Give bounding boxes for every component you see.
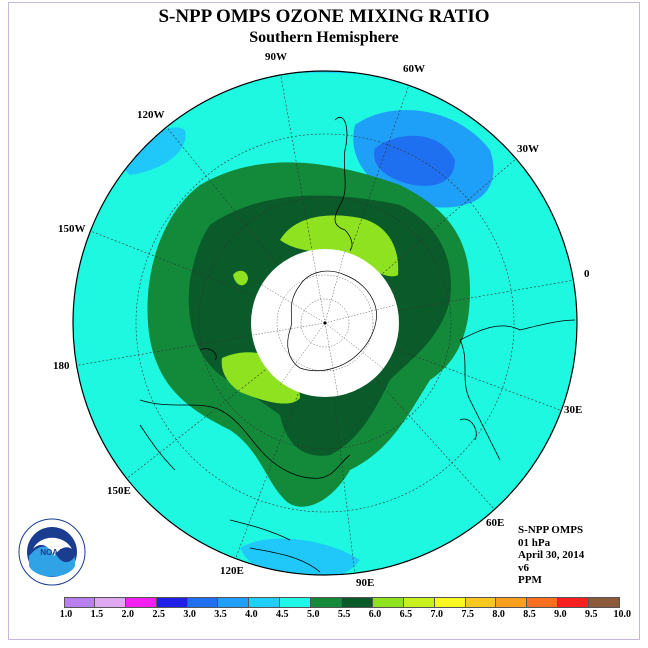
lon-label-150w: 150W bbox=[58, 223, 86, 235]
colorbar-tick-label: 5.0 bbox=[306, 609, 320, 620]
info-units: PPM bbox=[518, 574, 542, 586]
colorbar-tick-label: 8.0 bbox=[492, 609, 505, 620]
map-title: S-NPP OMPS OZONE MIXING RATIO bbox=[158, 6, 490, 27]
colorbar-swatch bbox=[280, 597, 312, 608]
ozone-band-3-0 bbox=[374, 135, 455, 186]
figure-frame bbox=[8, 2, 640, 640]
ozone-band-4-0-west bbox=[125, 127, 186, 175]
colorbar-tick-label: 9.0 bbox=[554, 609, 567, 620]
colorbar-tick-label: 10.0 bbox=[613, 609, 631, 620]
colorbar-swatch bbox=[372, 597, 404, 608]
colorbar-tick-label: 4.5 bbox=[276, 609, 289, 620]
colorbar-tick-label: 7.0 bbox=[430, 609, 444, 620]
colorbar-swatch bbox=[156, 597, 188, 608]
map-boundary bbox=[72, 70, 578, 576]
colorbar-tick-label: 3.0 bbox=[183, 609, 196, 620]
colorbar-swatch bbox=[218, 597, 250, 608]
colorbar-tick-label: 1.5 bbox=[90, 609, 104, 620]
lon-label-150e: 150E bbox=[107, 485, 131, 497]
info-version: v6 bbox=[518, 561, 529, 574]
colorbar-tick-label: 5.5 bbox=[337, 609, 351, 620]
colorbar-swatch bbox=[434, 597, 466, 608]
ozone-band-6-0-spot bbox=[233, 270, 248, 286]
colorbar-swatch bbox=[94, 597, 126, 608]
colorbar-swatch bbox=[527, 597, 559, 608]
colorbar-swatch bbox=[558, 597, 590, 608]
colorbar-tick-label: 2.0 bbox=[121, 609, 135, 620]
lon-label-60e: 60E bbox=[486, 517, 505, 529]
colorbar-swatch bbox=[342, 597, 373, 608]
colorbar-swatch bbox=[311, 597, 343, 608]
lon-label-120e: 120E bbox=[220, 565, 244, 577]
map-subtitle: Southern Hemisphere bbox=[249, 29, 399, 46]
ozone-band-6-0-north bbox=[280, 215, 399, 277]
colorbar-tick-label: 9.5 bbox=[585, 609, 598, 620]
colorbar-tick-label: 2.5 bbox=[152, 609, 165, 620]
colorbar-ticks: 1.0 1.5 2.0 2.5 3.0 3.5 4.0 4.5 5.0 5.5 6.0 6.5 7.0 7… bbox=[0, 609, 648, 623]
colorbar-swatch bbox=[496, 597, 528, 608]
colorbar-tick-label: 8.5 bbox=[523, 609, 536, 620]
colorbar-tick-label: 1.0 bbox=[59, 609, 73, 620]
lon-label-180: 180 bbox=[53, 360, 70, 372]
colorbar-tick-label: 3.5 bbox=[214, 609, 227, 620]
colorbar-swatch bbox=[125, 597, 157, 608]
info-instrument: S-NPP OMPS bbox=[518, 524, 584, 536]
colorbar-swatch bbox=[403, 597, 435, 608]
lon-label-90w: 90W bbox=[265, 51, 287, 63]
colorbar-tick-label: 6.0 bbox=[368, 609, 382, 620]
lon-label-0: 0 bbox=[584, 268, 590, 280]
map-info: S-NPP OMPS 01 hPa April 30, 2014 v6 PPM bbox=[518, 524, 584, 587]
info-date: April 30, 2014 bbox=[518, 549, 585, 561]
colorbar-tick-label: 7.5 bbox=[461, 609, 474, 620]
colorbar-tick-label: 6.5 bbox=[399, 609, 413, 620]
lon-label-30e: 30E bbox=[564, 404, 583, 416]
lon-label-30w: 30W bbox=[517, 143, 539, 155]
colorbar bbox=[64, 597, 621, 608]
coastlines bbox=[139, 117, 576, 573]
info-level: 01 hPa bbox=[518, 536, 551, 549]
antarctica-outline bbox=[287, 270, 377, 371]
colorbar-swatch bbox=[64, 597, 95, 608]
colorbar-swatch bbox=[465, 597, 497, 608]
lon-label-60w: 60W bbox=[403, 63, 425, 75]
colorbar-swatch bbox=[187, 597, 219, 608]
colorbar-swatch bbox=[589, 597, 621, 608]
colorbar-swatch bbox=[249, 597, 281, 608]
colorbar-tick-label: 4.0 bbox=[245, 609, 258, 620]
lon-label-120w: 120W bbox=[137, 109, 165, 121]
lon-label-90e: 90E bbox=[356, 577, 375, 589]
